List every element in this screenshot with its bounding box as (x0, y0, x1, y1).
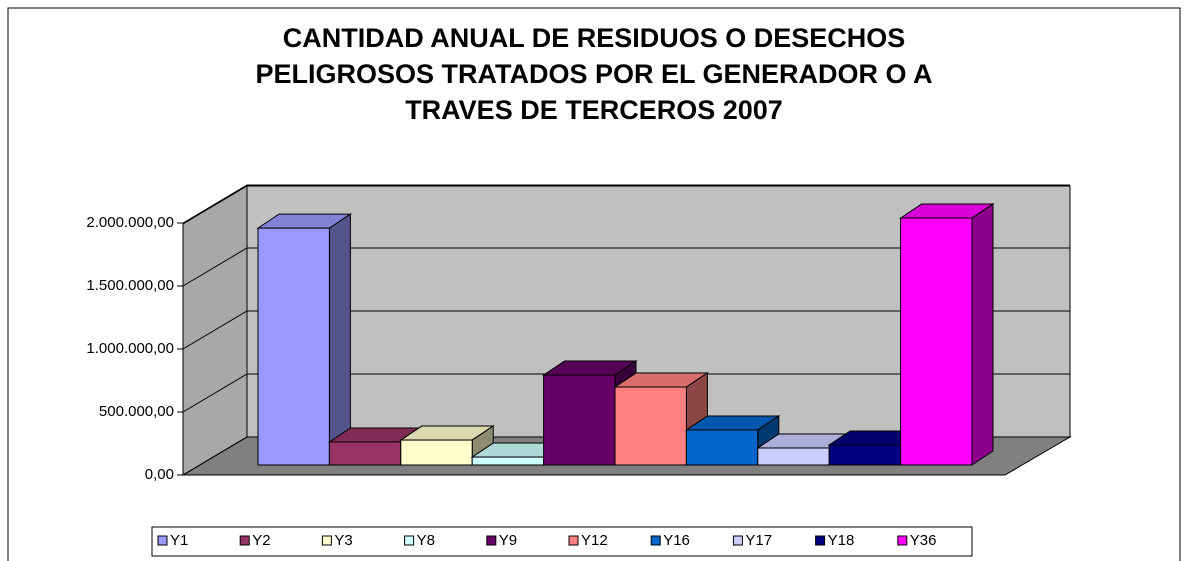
bar-side (971, 203, 994, 466)
bar (614, 386, 687, 466)
legend-label: Y8 (417, 532, 435, 549)
legend-box (151, 526, 973, 557)
legend-swatch (157, 535, 168, 546)
legend-label: Y17 (745, 532, 772, 549)
y-tick-label: 0,00 (145, 466, 174, 483)
legend-swatch (321, 535, 332, 546)
legend-label: Y36 (910, 532, 937, 549)
bar (400, 439, 473, 466)
legend-swatch (897, 535, 908, 546)
legend-label: Y18 (828, 532, 855, 549)
chart-border (7, 7, 1181, 561)
legend-label: Y1 (170, 532, 188, 549)
grid-line (182, 310, 1070, 350)
bar-side (328, 213, 351, 466)
legend-label: Y12 (581, 532, 608, 549)
grid-line (182, 247, 1070, 287)
bar (757, 447, 830, 466)
legend-label: Y16 (663, 532, 690, 549)
chart-title: TRAVES DE TERCEROS 2007 (405, 95, 783, 125)
bar (543, 374, 616, 466)
chart-title: CANTIDAD ANUAL DE RESIDUOS O DESECHOS (283, 23, 906, 53)
bar (328, 441, 402, 466)
legend-swatch (732, 535, 743, 546)
legend-swatch (404, 535, 415, 546)
legend-label: Y2 (252, 532, 270, 549)
bar (685, 429, 759, 466)
grid-line (182, 373, 1070, 413)
legend-swatch (239, 535, 250, 546)
legend-label: Y9 (499, 532, 517, 549)
legend-swatch (815, 535, 826, 546)
bar (900, 217, 973, 466)
chart-title: PELIGROSOS TRATADOS POR EL GENERADOR O A (255, 59, 932, 89)
bar (471, 456, 545, 466)
legend-swatch (486, 535, 497, 546)
bar (828, 444, 902, 466)
y-tick-label: 500.000,00 (99, 403, 174, 420)
y-tick-label: 1.000.000,00 (86, 340, 174, 357)
y-tick-label: 2.000.000,00 (86, 214, 174, 231)
y-tick-label: 1.500.000,00 (86, 277, 174, 294)
grid-line (182, 184, 1070, 224)
legend-swatch (650, 535, 661, 546)
legend-label: Y3 (334, 532, 352, 549)
bar (257, 227, 330, 466)
legend-swatch (568, 535, 579, 546)
